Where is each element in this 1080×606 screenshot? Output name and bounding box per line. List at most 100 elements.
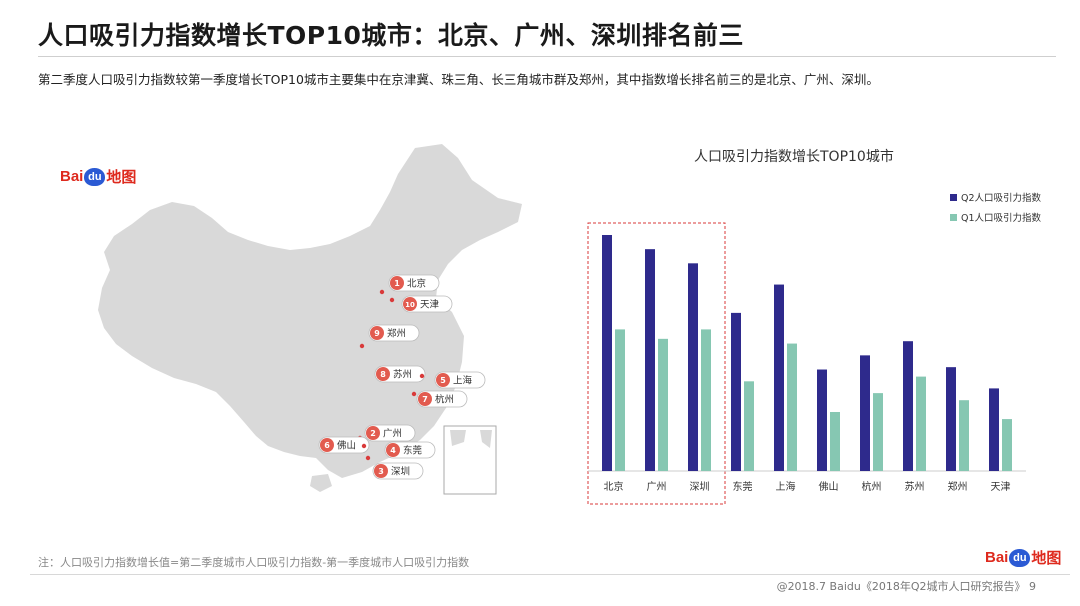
city-dot bbox=[411, 391, 417, 397]
city-rank-text: 6 bbox=[324, 441, 330, 450]
top3-highlight-box bbox=[587, 222, 726, 505]
city-name-text: 天津 bbox=[420, 300, 440, 311]
city-name-text: 深圳 bbox=[391, 467, 410, 478]
legend-item-q2: Q2人口吸引力指数 bbox=[950, 190, 1041, 204]
city-marker: 7 杭州 bbox=[416, 390, 468, 408]
city-rank-badge bbox=[366, 426, 380, 440]
bar-q1-2 bbox=[701, 329, 711, 471]
city-rank-text: 1 bbox=[394, 279, 400, 288]
bar-q2-6 bbox=[860, 355, 870, 471]
city-marker: 2 广州 bbox=[364, 424, 416, 442]
x-tick-label: 佛山 bbox=[819, 480, 839, 493]
city-marker: 8 苏州 bbox=[374, 365, 426, 383]
city-name-text: 北京 bbox=[407, 278, 426, 290]
city-rank-text: 10 bbox=[405, 301, 415, 309]
city-name-text: 郑州 bbox=[387, 328, 406, 340]
city-markers: 1 北京 10 天津 9 郑州 8 苏州 5 上海 7 杭州 2 广州 6 佛山 4 东莞 3 深圳 bbox=[318, 274, 486, 480]
bar-q2-0 bbox=[602, 235, 612, 471]
city-dot bbox=[389, 297, 395, 303]
x-tick-label: 北京 bbox=[604, 480, 624, 493]
logo-map-text: 地图 bbox=[1031, 549, 1062, 567]
city-rank-badge bbox=[390, 276, 404, 290]
city-rank-badge bbox=[370, 326, 384, 340]
city-name-text: 东莞 bbox=[403, 445, 423, 457]
city-dot bbox=[359, 343, 365, 349]
city-rank-text: 7 bbox=[422, 395, 428, 404]
city-rank-badge bbox=[376, 367, 390, 381]
city-rank-badge bbox=[418, 392, 432, 406]
x-tick-label: 郑州 bbox=[948, 480, 968, 493]
x-tick-label: 深圳 bbox=[690, 481, 710, 493]
bar-q1-5 bbox=[830, 412, 840, 471]
legend-label-q2: Q2人口吸引力指数 bbox=[961, 193, 1042, 204]
x-tick-label: 杭州 bbox=[862, 480, 882, 493]
bar-q2-3 bbox=[731, 312, 741, 471]
city-name-text: 广州 bbox=[383, 428, 402, 440]
x-tick-labels: 北京 广州 深圳 东莞 上海 佛山 杭州 苏州 郑州 天津 bbox=[604, 480, 1011, 493]
city-rank-badge bbox=[374, 464, 388, 478]
bar-q1-0 bbox=[615, 329, 625, 471]
bar-q2-5 bbox=[817, 369, 827, 471]
city-dot bbox=[419, 373, 425, 379]
bar-q1-1 bbox=[658, 338, 668, 471]
city-rank-text: 8 bbox=[380, 370, 386, 379]
bars-group bbox=[602, 235, 1012, 471]
city-marker: 9 郑州 bbox=[368, 324, 420, 342]
city-name-text: 苏州 bbox=[393, 369, 412, 381]
title-divider bbox=[38, 56, 1056, 57]
city-rank-text: 2 bbox=[370, 429, 376, 438]
bar-q2-2 bbox=[688, 263, 698, 471]
logo-map-text: 地图 bbox=[106, 168, 137, 186]
city-rank-text: 5 bbox=[440, 376, 446, 385]
x-tick-label: 东莞 bbox=[733, 480, 753, 493]
city-marker: 3 深圳 bbox=[372, 462, 424, 480]
city-name-text: 杭州 bbox=[435, 394, 454, 406]
page-title: 人口吸引力指数增长TOP10城市：北京、广州、深圳排名前三 bbox=[38, 21, 744, 50]
city-dot bbox=[361, 443, 367, 449]
footnote: 注：人口吸引力指数增长值=第二季度城市人口吸引力指数-第一季度城市人口吸引力指数 bbox=[38, 556, 470, 569]
legend-item-q1: Q1人口吸引力指数 bbox=[950, 210, 1041, 224]
footer-divider bbox=[30, 574, 1070, 575]
chart-legend: Q2人口吸引力指数 Q1人口吸引力指数 bbox=[950, 190, 1041, 230]
logo-paw-icon: du bbox=[84, 167, 106, 186]
x-tick-label: 苏州 bbox=[905, 480, 925, 493]
x-tick-label: 广州 bbox=[647, 481, 667, 493]
city-rank-text: 4 bbox=[390, 446, 396, 455]
south-sea-inset-coast bbox=[450, 430, 492, 448]
legend-swatch-q1 bbox=[950, 213, 957, 221]
bar-q1-7 bbox=[916, 376, 926, 471]
x-tick-label: 天津 bbox=[991, 481, 1011, 493]
bar-q1-3 bbox=[744, 381, 754, 471]
city-marker: 4 东莞 bbox=[384, 441, 436, 459]
city-rank-badge bbox=[386, 443, 400, 457]
city-marker: 5 上海 bbox=[434, 371, 486, 389]
legend-swatch-q2 bbox=[950, 193, 957, 201]
page-footer: @2018.7 Baidu《2018年Q2城市人口研究报告》 9 bbox=[776, 580, 1036, 593]
page-subtitle: 第二季度人口吸引力指数较第一季度增长TOP10城市主要集中在京津冀、珠三角、长三… bbox=[38, 72, 879, 87]
legend-label-q1: Q1人口吸引力指数 bbox=[961, 213, 1042, 224]
city-dot bbox=[379, 289, 385, 295]
city-rank-badge bbox=[436, 373, 450, 387]
city-name-text: 上海 bbox=[453, 375, 473, 387]
bar-q2-7 bbox=[903, 341, 913, 471]
city-dot bbox=[365, 455, 371, 461]
logo-paw-icon: du bbox=[1009, 548, 1031, 567]
bar-q1-9 bbox=[1002, 419, 1012, 471]
baidu-map-logo-footer: Bai du 地图 bbox=[985, 547, 1061, 568]
logo-bai-text: Bai bbox=[60, 168, 84, 185]
city-rank-badge bbox=[403, 297, 417, 311]
bar-q2-4 bbox=[774, 284, 784, 471]
hainan-island-shape bbox=[310, 474, 332, 492]
city-marker: 1 北京 bbox=[388, 274, 440, 292]
city-name-text: 佛山 bbox=[337, 440, 356, 452]
bar-q2-1 bbox=[645, 249, 655, 471]
x-tick-label: 上海 bbox=[776, 480, 796, 493]
city-rank-text: 3 bbox=[378, 467, 384, 476]
bar-q1-8 bbox=[959, 400, 969, 471]
chart-title: 人口吸引力指数增长TOP10城市 bbox=[694, 149, 894, 165]
city-marker: 6 佛山 bbox=[318, 436, 370, 454]
china-map: 1 北京 10 天津 9 郑州 8 苏州 5 上海 7 杭州 2 广州 6 佛山 4 东莞 3 深圳 bbox=[98, 144, 522, 495]
baidu-map-logo: Bai du 地图 bbox=[60, 166, 136, 187]
bar-q1-4 bbox=[787, 343, 797, 471]
